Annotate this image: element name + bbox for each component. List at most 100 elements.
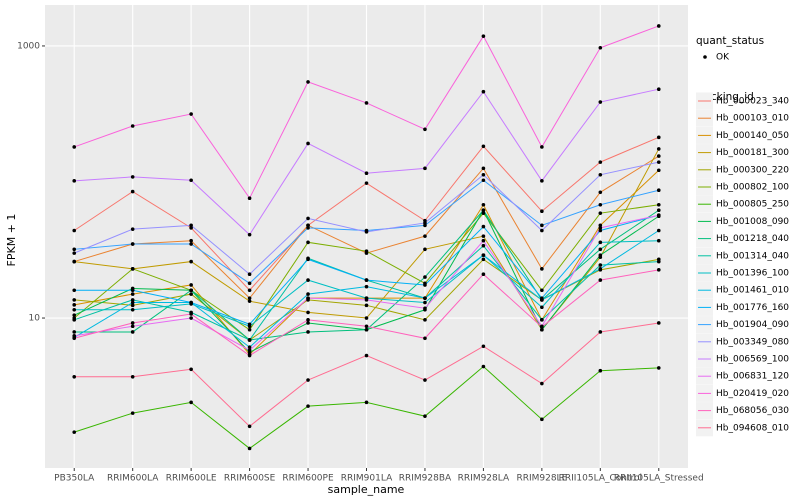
data-point bbox=[598, 211, 603, 215]
x-tick-label: RRII105LA_Stressed bbox=[614, 474, 704, 484]
data-point bbox=[72, 336, 77, 341]
data-point bbox=[130, 267, 135, 271]
data-point bbox=[656, 154, 661, 158]
data-point bbox=[540, 209, 544, 213]
data-point bbox=[656, 202, 661, 207]
data-point bbox=[306, 257, 310, 262]
data-point bbox=[481, 172, 486, 177]
legend-label: Hb_006831_120 bbox=[716, 372, 789, 382]
data-point bbox=[306, 141, 310, 146]
data-point bbox=[72, 318, 77, 322]
legend-label: Hb_000023_340 bbox=[716, 97, 789, 107]
data-point bbox=[364, 400, 369, 405]
legend-label: Hb_001461_010 bbox=[716, 286, 789, 296]
data-point bbox=[72, 430, 77, 434]
data-point bbox=[306, 404, 310, 408]
legend-label: Hb_000802_100 bbox=[716, 183, 789, 193]
legend-label: Hb_003349_080 bbox=[716, 337, 789, 347]
legend-label: Hb_068056_030 bbox=[716, 406, 789, 416]
data-point bbox=[72, 288, 77, 293]
data-point bbox=[423, 378, 427, 382]
data-point bbox=[598, 267, 603, 271]
data-point bbox=[481, 234, 486, 238]
x-tick-label: RRIM600PE bbox=[282, 474, 334, 484]
legend-label: Hb_001218_040 bbox=[716, 234, 789, 244]
data-point bbox=[306, 223, 310, 228]
data-point bbox=[423, 221, 427, 225]
data-point bbox=[189, 223, 193, 228]
data-point bbox=[423, 166, 427, 171]
data-point bbox=[364, 327, 369, 332]
data-point bbox=[306, 310, 310, 315]
data-point bbox=[598, 160, 603, 164]
data-point bbox=[130, 227, 135, 231]
data-point bbox=[656, 238, 661, 243]
data-point bbox=[540, 381, 544, 386]
data-point bbox=[656, 259, 661, 264]
data-point bbox=[481, 253, 486, 257]
data-point bbox=[423, 300, 427, 305]
data-point bbox=[481, 208, 486, 213]
data-point bbox=[423, 318, 427, 322]
data-point bbox=[130, 321, 135, 325]
x-tick-label: RRIM600LE bbox=[166, 474, 217, 484]
legend-label: Hb_000181_300 bbox=[716, 148, 789, 158]
data-point bbox=[598, 45, 603, 50]
data-point bbox=[306, 378, 310, 382]
data-point bbox=[656, 160, 661, 164]
data-point bbox=[656, 168, 661, 173]
x-tick-label: RRIM600LA bbox=[107, 474, 159, 484]
data-point bbox=[247, 281, 252, 286]
data-point bbox=[656, 24, 661, 28]
data-point bbox=[540, 223, 544, 228]
data-point bbox=[130, 292, 135, 296]
data-point bbox=[247, 348, 252, 353]
data-point bbox=[598, 223, 603, 228]
data-point bbox=[598, 228, 603, 233]
data-point bbox=[540, 288, 544, 293]
data-point bbox=[364, 303, 369, 308]
data-point bbox=[72, 298, 77, 302]
data-point bbox=[364, 298, 369, 302]
data-point bbox=[540, 267, 544, 271]
data-point bbox=[306, 330, 310, 334]
data-point bbox=[481, 34, 486, 38]
data-point bbox=[423, 275, 427, 279]
data-point bbox=[364, 101, 369, 105]
data-point bbox=[189, 300, 193, 305]
data-point bbox=[72, 247, 77, 252]
data-point bbox=[130, 300, 135, 305]
data-point bbox=[598, 368, 603, 373]
data-point bbox=[481, 224, 486, 229]
x-tick-label: RRIM901LA bbox=[341, 474, 393, 484]
data-point bbox=[481, 243, 486, 248]
data-point bbox=[656, 147, 661, 151]
x-tick-label: RRIM928LA bbox=[458, 474, 510, 484]
data-point bbox=[364, 324, 369, 329]
data-point bbox=[306, 216, 310, 221]
legend-label: Hb_001776_160 bbox=[716, 303, 789, 313]
data-point bbox=[306, 240, 310, 245]
legend-label: Hb_001008_090 bbox=[716, 217, 789, 227]
data-point bbox=[364, 284, 369, 289]
data-point bbox=[656, 228, 661, 233]
legend-label: Hb_001396_100 bbox=[716, 269, 789, 279]
data-point bbox=[481, 144, 486, 149]
data-point bbox=[189, 288, 193, 293]
data-point bbox=[72, 330, 77, 334]
data-point bbox=[306, 296, 310, 300]
data-point bbox=[598, 330, 603, 334]
data-point bbox=[598, 263, 603, 267]
data-point bbox=[189, 283, 193, 287]
data-point bbox=[72, 307, 77, 312]
data-point bbox=[423, 127, 427, 132]
legend-label: Hb_000300_220 bbox=[716, 165, 789, 175]
data-point bbox=[72, 251, 77, 255]
data-point bbox=[72, 228, 77, 233]
data-point bbox=[481, 238, 486, 243]
legend-label: Hb_000103_010 bbox=[716, 114, 789, 124]
data-point bbox=[656, 208, 661, 213]
data-point bbox=[598, 100, 603, 104]
data-point bbox=[247, 338, 252, 342]
